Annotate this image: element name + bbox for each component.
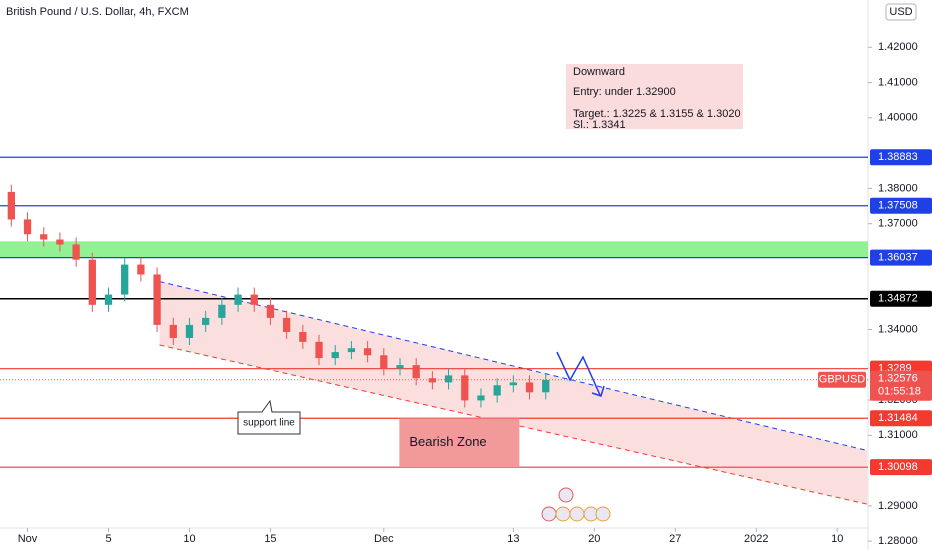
candle-body — [493, 385, 501, 396]
channel-upper — [159, 281, 868, 451]
x-tick-label: 13 — [507, 533, 519, 545]
candle-body — [461, 375, 469, 401]
note-box — [566, 64, 743, 129]
level-label: 1.30098 — [878, 461, 918, 473]
candle-body — [23, 219, 32, 235]
price-badge — [870, 370, 932, 401]
candle-body — [202, 317, 210, 325]
candle-body — [396, 365, 404, 369]
x-tick-label: 27 — [669, 533, 681, 545]
level-badge — [870, 459, 932, 476]
symbol-label: GBPUSD — [819, 374, 866, 386]
note-line: Sl.: 1.3341 — [573, 119, 626, 131]
candle-body — [121, 264, 129, 295]
x-tick-label: 2022 — [744, 533, 768, 545]
candle-body — [137, 264, 145, 275]
note-line: Entry: under 1.32900 — [573, 86, 676, 98]
candle-body — [509, 382, 517, 386]
currency-badge — [885, 3, 917, 21]
event-icons — [541, 487, 611, 522]
forecast-arrow — [556, 351, 601, 396]
price-zone — [0, 241, 868, 258]
y-tick-label: 1.37000 — [878, 218, 918, 230]
callout-box — [237, 399, 301, 435]
level-label: 1.37508 — [878, 200, 918, 212]
x-tick-label: Nov — [18, 533, 38, 545]
level-badge — [870, 410, 932, 427]
candle-body — [88, 259, 96, 305]
level-badge — [870, 149, 932, 166]
channel-fill — [159, 281, 868, 505]
candle-body — [299, 331, 307, 342]
bearish-zone-label: Bearish Zone — [409, 434, 486, 449]
x-tick-label: 10 — [831, 533, 843, 545]
candle-body — [40, 234, 48, 240]
level-label: 1.38883 — [878, 151, 918, 163]
level-badge — [870, 249, 932, 266]
candle-body — [218, 304, 226, 318]
y-tick-label: 1.28000 — [878, 535, 918, 547]
y-tick-label: 1.41000 — [878, 76, 918, 88]
candle-body — [347, 348, 356, 353]
candle-body — [477, 395, 485, 401]
candle-body — [185, 324, 194, 338]
candle-body — [315, 341, 323, 359]
x-tick-label: 5 — [105, 533, 111, 545]
bearish-zone — [399, 418, 520, 468]
candle-body — [72, 244, 80, 260]
candle-body — [266, 304, 275, 318]
candle-body — [7, 191, 15, 220]
candle-body — [542, 379, 550, 393]
candle-body — [525, 382, 534, 393]
y-tick-label: 1.40000 — [878, 112, 918, 124]
callout-text: support line — [243, 418, 295, 429]
chart-title: British Pound / U.S. Dollar, 4h, FXCM — [6, 6, 189, 18]
symbol-badge — [818, 371, 866, 388]
candle-body — [282, 317, 291, 332]
last-price-label: 1.32576 — [878, 373, 918, 385]
level-label: 1.31484 — [878, 412, 918, 424]
candle-body — [104, 294, 113, 305]
candle-body — [56, 239, 64, 245]
candle-body — [363, 348, 372, 356]
candle-body — [428, 378, 437, 383]
x-tick-label: Dec — [374, 533, 394, 545]
x-tick-label: 15 — [264, 533, 276, 545]
candle-body — [380, 355, 388, 369]
candle-body — [331, 352, 339, 359]
note-line: Target.: 1.3225 & 1.3155 & 1.3020 — [573, 108, 741, 120]
candle-body — [169, 324, 177, 338]
y-tick-label: 1.34000 — [878, 323, 918, 335]
arrow-head — [591, 385, 605, 397]
level-badge — [870, 197, 932, 214]
candle-body — [412, 365, 420, 379]
level-label: 1.36037 — [878, 252, 918, 264]
y-tick-label: 1.29000 — [878, 500, 918, 512]
y-tick-label: 1.38000 — [878, 182, 918, 194]
candle-body — [153, 274, 161, 325]
level-badge — [870, 290, 932, 307]
note-line: Downward — [573, 66, 625, 78]
y-tick-label: 1.42000 — [878, 41, 918, 53]
y-tick-label: 1.31000 — [878, 429, 918, 441]
x-tick-label: 20 — [588, 533, 600, 545]
level-label: 1.34872 — [878, 293, 918, 305]
candle-body — [444, 375, 453, 383]
x-tick-label: 10 — [183, 533, 195, 545]
candle-body — [234, 294, 242, 305]
countdown-label: 01:55:18 — [878, 386, 921, 398]
currency-label: USD — [889, 6, 912, 18]
candle-body — [250, 294, 258, 305]
